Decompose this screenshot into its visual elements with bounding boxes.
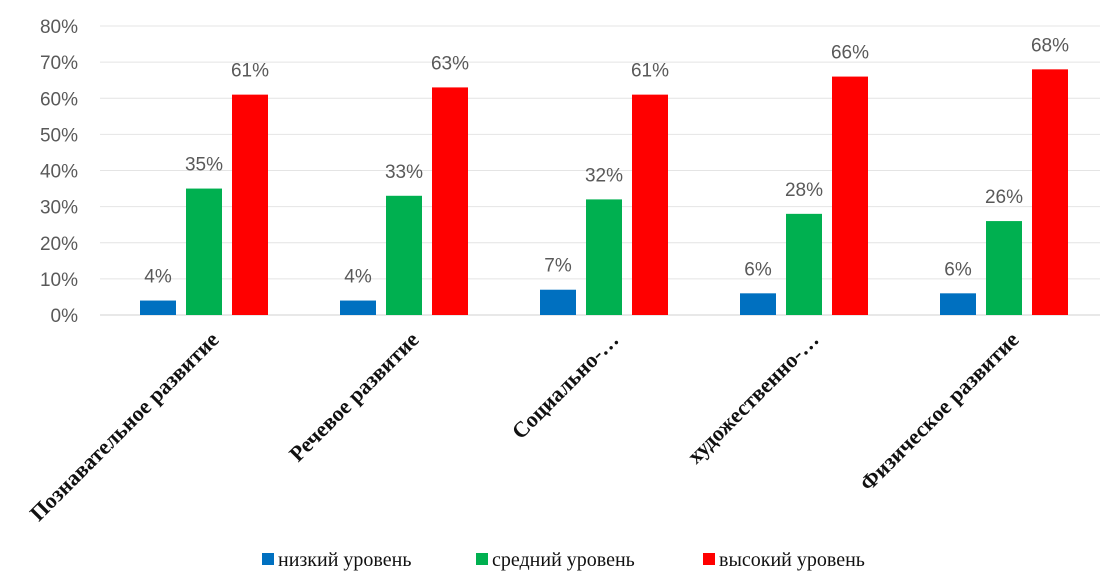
category-label: Познавательное развитие — [25, 327, 224, 526]
category-label: Социально-… — [507, 327, 624, 444]
data-label: 68% — [1031, 35, 1069, 56]
data-label: 61% — [231, 61, 269, 82]
bar — [232, 94, 268, 315]
y-tick-label: 40% — [40, 162, 78, 183]
data-label: 7% — [544, 256, 572, 277]
y-axis-tick-labels: 0% 10% 20% 30% 40% 50% 60% 70% 80% — [40, 17, 78, 327]
legend: низкий уровень средний уровень высокий уро… — [262, 549, 865, 571]
category-label: Физическое развитие — [855, 327, 1024, 496]
bar — [832, 76, 868, 315]
x-axis-category-labels: Познавательное развитие Речевое развитие С… — [25, 327, 1024, 526]
y-tick-label: 0% — [51, 306, 79, 327]
bar — [340, 300, 376, 315]
bar — [940, 293, 976, 315]
legend-label: высокий уровень — [719, 549, 865, 571]
category-label: художественно-… — [682, 327, 823, 468]
bars — [140, 69, 1068, 315]
data-label: 33% — [385, 162, 423, 183]
bar — [586, 199, 622, 315]
legend-swatch — [262, 553, 274, 565]
data-label: 61% — [631, 61, 669, 82]
bar — [986, 221, 1022, 315]
legend-item: низкий уровень — [262, 549, 411, 571]
y-tick-label: 60% — [40, 89, 78, 110]
bar — [740, 293, 776, 315]
data-label: 35% — [185, 155, 223, 176]
legend-swatch — [703, 553, 715, 565]
bar — [186, 188, 222, 315]
bar — [786, 213, 822, 315]
legend-item: средний уровень — [476, 549, 635, 571]
legend-item: высокий уровень — [703, 549, 865, 571]
category-label: Речевое развитие — [284, 327, 424, 467]
bar — [386, 195, 422, 315]
data-labels: 4% 35% 61% 4% 33% 63% 7% 32% 61% 6% 28% 66% 6% 26% 68% — [144, 35, 1069, 287]
legend-label: средний уровень — [492, 549, 635, 571]
bar — [432, 87, 468, 315]
data-label: 63% — [431, 53, 469, 74]
data-label: 26% — [985, 187, 1023, 208]
y-tick-label: 70% — [40, 53, 78, 74]
data-label: 32% — [585, 165, 623, 186]
data-label: 28% — [785, 180, 823, 201]
legend-swatch — [476, 553, 488, 565]
data-label: 6% — [944, 259, 972, 280]
y-tick-label: 50% — [40, 125, 78, 146]
bar — [540, 289, 576, 315]
data-label: 4% — [144, 267, 172, 288]
data-label: 6% — [744, 259, 772, 280]
y-tick-label: 30% — [40, 198, 78, 219]
bar — [632, 94, 668, 315]
bar — [140, 300, 176, 315]
y-tick-label: 20% — [40, 234, 78, 255]
y-tick-label: 80% — [40, 17, 78, 38]
bar — [1032, 69, 1068, 315]
y-tick-label: 10% — [40, 270, 78, 291]
data-label: 66% — [831, 43, 869, 64]
legend-label: низкий уровень — [278, 549, 411, 571]
data-label: 4% — [344, 267, 372, 288]
